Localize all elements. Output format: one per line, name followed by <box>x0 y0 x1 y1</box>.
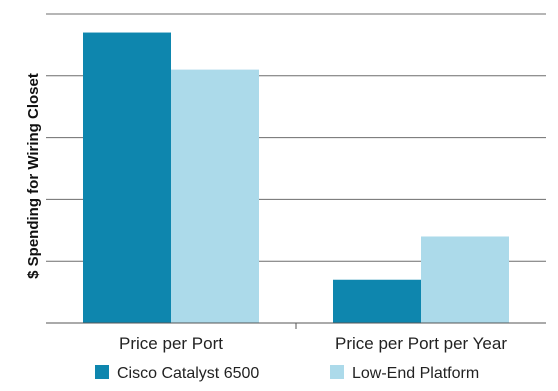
legend-label: Cisco Catalyst 6500 <box>117 365 259 382</box>
bar-low-end-platform-2 <box>421 236 509 323</box>
x-tick-label: Price per Port <box>119 334 223 353</box>
legend-swatch <box>330 365 344 379</box>
x-tick-label: Price per Port per Year <box>335 334 507 353</box>
legend-label: Low-End Platform <box>352 365 479 382</box>
bar-cisco-catalyst-6500-1 <box>83 32 171 323</box>
legend-swatch <box>95 365 109 379</box>
legend: Cisco Catalyst 6500 Low-End Platform <box>95 365 479 382</box>
bar-low-end-platform-1 <box>171 69 259 324</box>
bars <box>83 32 509 324</box>
bar-cisco-catalyst-6500-2 <box>333 279 421 323</box>
y-axis-label: $ Spending for Wiring Closet <box>25 73 42 279</box>
x-tick-labels: Price per Port Price per Port per Year <box>119 334 507 353</box>
